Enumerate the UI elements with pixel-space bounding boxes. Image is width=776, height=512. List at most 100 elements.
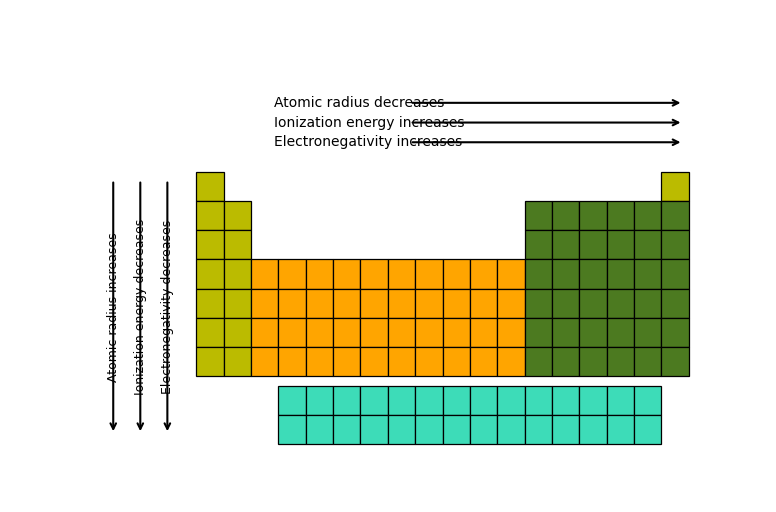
Bar <box>360 386 388 415</box>
Bar <box>525 289 552 317</box>
Bar <box>196 172 223 201</box>
Bar <box>469 347 497 376</box>
Bar <box>223 289 251 317</box>
Bar <box>580 415 607 444</box>
Bar <box>580 201 607 230</box>
Bar <box>415 289 442 317</box>
Bar <box>415 347 442 376</box>
Bar <box>388 386 415 415</box>
Bar <box>279 347 306 376</box>
Bar <box>634 201 661 230</box>
Bar <box>661 230 689 260</box>
Bar <box>497 260 525 289</box>
Bar <box>469 260 497 289</box>
Bar <box>388 317 415 347</box>
Bar <box>360 317 388 347</box>
Bar <box>634 260 661 289</box>
Bar <box>607 386 634 415</box>
Bar <box>469 415 497 444</box>
Text: Atomic radius decreases: Atomic radius decreases <box>275 96 445 110</box>
Bar <box>525 317 552 347</box>
Bar <box>333 260 360 289</box>
Bar <box>333 317 360 347</box>
Bar <box>333 347 360 376</box>
Bar <box>607 317 634 347</box>
Bar <box>223 347 251 376</box>
Bar <box>634 386 661 415</box>
Bar <box>306 347 333 376</box>
Bar <box>442 347 469 376</box>
Bar <box>497 317 525 347</box>
Bar <box>279 386 306 415</box>
Bar <box>333 415 360 444</box>
Bar <box>279 289 306 317</box>
Bar <box>306 289 333 317</box>
Bar <box>279 260 306 289</box>
Bar <box>525 230 552 260</box>
Bar <box>552 201 580 230</box>
Bar <box>661 347 689 376</box>
Bar <box>607 289 634 317</box>
Bar <box>552 260 580 289</box>
Bar <box>661 289 689 317</box>
Bar <box>634 289 661 317</box>
Bar <box>196 260 223 289</box>
Bar <box>251 289 279 317</box>
Bar <box>661 201 689 230</box>
Bar <box>223 317 251 347</box>
Bar <box>415 386 442 415</box>
Bar <box>442 289 469 317</box>
Bar <box>634 347 661 376</box>
Bar <box>661 260 689 289</box>
Text: Atomic radius increases: Atomic radius increases <box>107 232 120 381</box>
Bar <box>388 260 415 289</box>
Bar <box>634 317 661 347</box>
Bar <box>497 289 525 317</box>
Bar <box>552 317 580 347</box>
Bar <box>223 230 251 260</box>
Bar <box>442 386 469 415</box>
Bar <box>306 386 333 415</box>
Bar <box>196 230 223 260</box>
Bar <box>607 230 634 260</box>
Bar <box>634 230 661 260</box>
Text: Ionization energy increases: Ionization energy increases <box>275 116 465 130</box>
Bar <box>580 260 607 289</box>
Bar <box>580 347 607 376</box>
Bar <box>223 260 251 289</box>
Bar <box>306 415 333 444</box>
Bar <box>196 201 223 230</box>
Bar <box>525 415 552 444</box>
Bar <box>661 317 689 347</box>
Bar <box>360 415 388 444</box>
Bar <box>552 415 580 444</box>
Bar <box>607 347 634 376</box>
Text: Electronegativity increases: Electronegativity increases <box>275 135 462 150</box>
Bar <box>251 347 279 376</box>
Bar <box>469 386 497 415</box>
Bar <box>279 317 306 347</box>
Bar <box>525 260 552 289</box>
Bar <box>497 347 525 376</box>
Bar <box>607 415 634 444</box>
Text: Ionization energy decreases: Ionization energy decreases <box>133 219 147 395</box>
Bar <box>415 260 442 289</box>
Bar <box>552 347 580 376</box>
Bar <box>525 347 552 376</box>
Bar <box>196 347 223 376</box>
Bar <box>552 386 580 415</box>
Bar <box>552 230 580 260</box>
Bar <box>360 289 388 317</box>
Bar <box>196 317 223 347</box>
Bar <box>360 260 388 289</box>
Bar <box>525 201 552 230</box>
Bar <box>251 317 279 347</box>
Bar <box>580 289 607 317</box>
Bar <box>306 260 333 289</box>
Bar <box>360 347 388 376</box>
Bar <box>497 415 525 444</box>
Bar <box>388 415 415 444</box>
Bar <box>442 415 469 444</box>
Bar <box>306 317 333 347</box>
Bar <box>661 172 689 201</box>
